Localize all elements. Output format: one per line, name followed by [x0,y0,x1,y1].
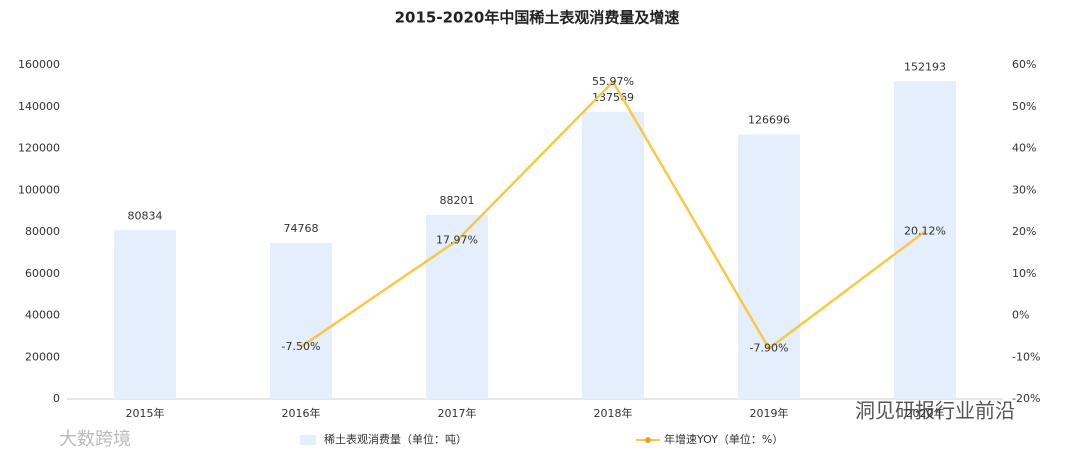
line [300,80,926,350]
y2-tick-label: 50% [1012,100,1036,113]
y2-tick-label: 40% [1012,142,1036,155]
line-value-label: 55.97% [592,75,634,88]
y2-tick-label: -10% [1012,350,1040,363]
y2-tick-label: 0% [1012,309,1029,322]
watermark: 大数跨境 [59,429,131,450]
bar-value-label: 126696 [748,114,790,127]
y2-tick-label: 20% [1012,225,1036,238]
x-tick-label: 2015年 [126,406,165,420]
y-tick-label: 40000 [25,309,60,322]
bar [114,230,176,399]
bar [582,111,644,400]
legend-label: 稀土表观消费量（单位：吨） [324,432,467,446]
bar-value-label: 74768 [284,222,319,235]
x-tick-label: 2019年 [750,406,789,420]
chart-title: 2015-2020年中国稀土表观消费量及增速 [395,9,680,27]
bar-value-label: 80834 [128,209,163,222]
bar-value-label: 88201 [440,194,475,207]
legend-label: 年增速YOY（单位：%） [664,432,783,446]
y-tick-label: 100000 [18,183,60,196]
bar [426,214,488,399]
bar [894,81,956,399]
x-tick-label: 2017年 [438,406,477,420]
x-tick-label: 2018年 [594,406,633,420]
y-tick-label: 160000 [18,58,60,71]
legend-marker [645,437,651,443]
y-tick-label: 140000 [18,100,60,113]
y-tick-label: 80000 [25,225,60,238]
y2-tick-label: 30% [1012,183,1036,196]
y2-tick-label: 10% [1012,267,1036,280]
y2-tick-label: 60% [1012,58,1036,71]
line-value-label: 17.97% [436,233,478,246]
line-value-label: 20.12% [904,224,946,237]
y-tick-label: 20000 [25,350,60,363]
bar-value-label: 152193 [904,60,946,73]
x-tick-label: 2016年 [282,406,321,420]
legend-swatch [300,435,316,445]
line-value-label: -7.90% [750,341,789,354]
line-value-label: -7.50% [282,340,321,353]
watermark: 洞见研报行业前沿 [855,399,1015,423]
y-tick-label: 0 [53,392,60,405]
bar [270,242,332,399]
y2-tick-label: -20% [1012,392,1040,405]
x-tick-label: 2020年 [906,406,945,420]
y-tick-label: 120000 [18,142,60,155]
bar [738,134,800,399]
y-tick-label: 60000 [25,267,60,280]
